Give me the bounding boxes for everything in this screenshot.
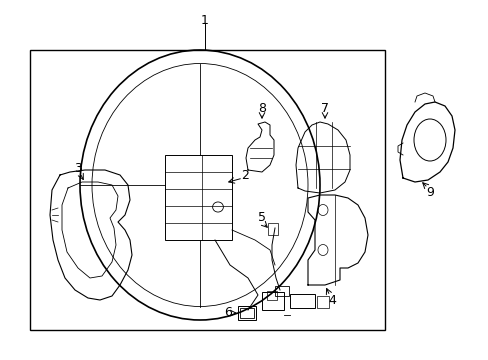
Text: 8: 8 [258, 102, 265, 114]
Bar [274, 286, 288, 296]
Text: 6: 6 [224, 306, 231, 320]
Bar [267, 223, 278, 235]
Text: 9: 9 [425, 185, 433, 198]
Text: 3: 3 [74, 162, 82, 175]
Text: 5: 5 [258, 211, 265, 225]
Bar [266, 291, 276, 300]
Bar [262, 292, 284, 310]
Bar [238, 306, 256, 320]
Text: 2: 2 [241, 168, 248, 181]
Text: 7: 7 [320, 102, 328, 114]
Bar [240, 308, 253, 318]
Bar [30, 50, 384, 330]
Bar [164, 155, 231, 240]
Text: 1: 1 [201, 13, 208, 27]
Text: 4: 4 [327, 293, 335, 306]
Bar [289, 294, 314, 308]
Bar [316, 296, 328, 308]
